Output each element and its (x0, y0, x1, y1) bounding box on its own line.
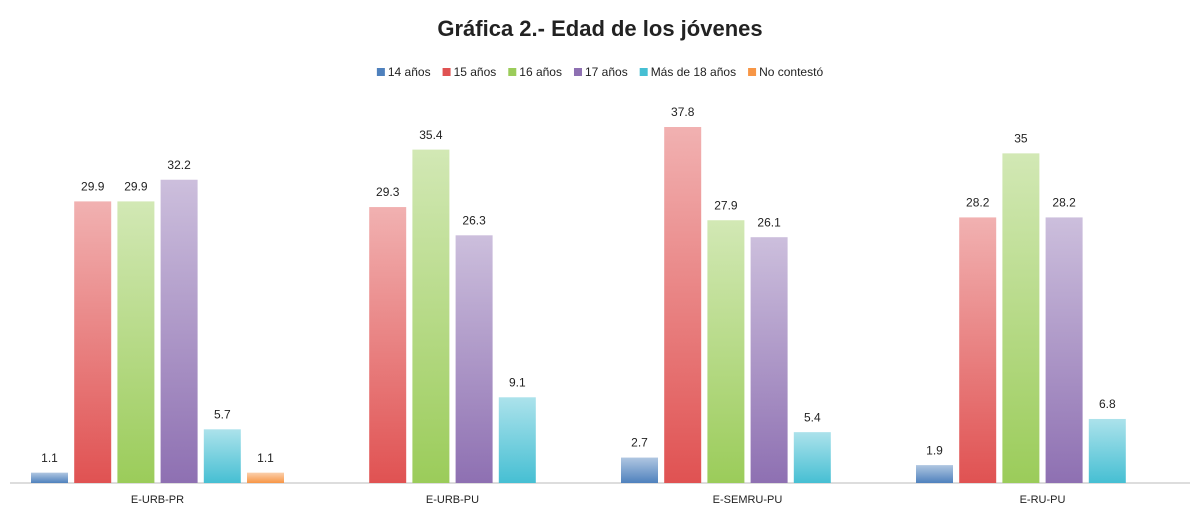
value-label: 29.9 (81, 180, 105, 194)
legend-swatch (748, 68, 757, 76)
bar (369, 207, 407, 483)
legend: 14 años 15 años 16 años 17 años Más de 18 añ… (376, 65, 823, 79)
bar (750, 237, 788, 483)
legend-label: 15 años (454, 65, 497, 79)
value-label: 26.3 (462, 213, 486, 227)
bar (707, 220, 745, 483)
value-label: 1.1 (41, 451, 58, 465)
x-tick-label: E-URB-PR (131, 494, 184, 506)
value-label: 35 (1014, 132, 1028, 146)
value-label: 28.2 (1052, 196, 1076, 210)
bar (916, 465, 953, 483)
legend-swatch (376, 68, 385, 76)
x-tick-label: E-SEMRU-PU (713, 494, 783, 506)
legend-swatch (573, 68, 582, 76)
value-label: 9.1 (509, 375, 526, 389)
value-label: 32.2 (167, 158, 191, 172)
value-label: 1.9 (926, 443, 943, 457)
legend-label: 17 años (585, 65, 628, 79)
value-label: 27.9 (714, 198, 738, 212)
value-label: 35.4 (419, 128, 443, 142)
legend-swatch (508, 68, 517, 76)
bar (621, 457, 658, 483)
value-label: 26.1 (757, 215, 781, 229)
legend-label: 16 años (519, 65, 562, 79)
x-tick-label: E-RU-PU (1020, 494, 1066, 506)
bar (664, 127, 702, 483)
value-label: 6.8 (1099, 397, 1116, 411)
bar (160, 179, 198, 484)
value-label: 37.8 (671, 105, 695, 119)
value-label: 29.3 (376, 185, 400, 199)
bar (412, 149, 450, 483)
bar (1002, 153, 1040, 484)
x-tick-label: E-URB-PU (426, 494, 479, 506)
bar (247, 472, 284, 483)
value-label: 28.2 (966, 196, 990, 210)
bar (1045, 217, 1083, 483)
value-label: 5.7 (214, 407, 231, 421)
bar (1088, 418, 1126, 483)
bar (203, 429, 241, 483)
bar (455, 235, 493, 483)
legend-label: No contestó (759, 65, 823, 79)
legend-swatch (442, 68, 451, 76)
bar (31, 472, 68, 483)
legend-label: Más de 18 años (651, 65, 736, 79)
value-label: 5.4 (804, 410, 821, 424)
value-label: 1.1 (257, 451, 274, 465)
legend-swatch (639, 68, 648, 76)
bar (959, 217, 997, 483)
bar (117, 201, 155, 484)
bar (74, 201, 112, 484)
bar (498, 397, 536, 483)
value-label: 2.7 (631, 436, 648, 450)
value-label: 29.9 (124, 180, 148, 194)
legend-label: 14 años (388, 65, 431, 79)
chart-title: Gráfica 2.- Edad de los jóvenes (437, 16, 762, 41)
bar (793, 432, 831, 483)
